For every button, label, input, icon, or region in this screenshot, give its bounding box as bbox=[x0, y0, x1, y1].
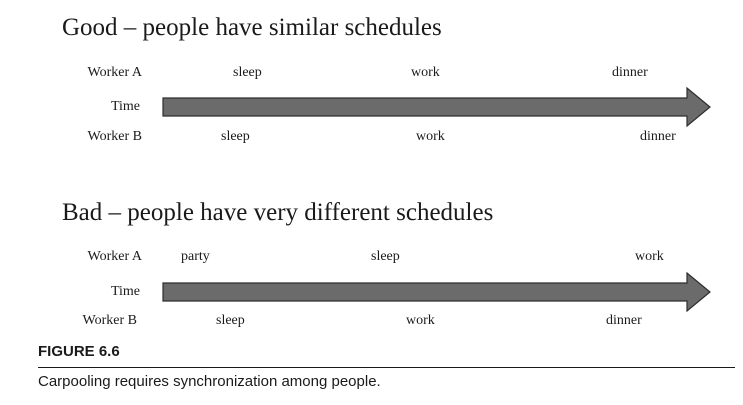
good-worker-b-activity-3: dinner bbox=[640, 129, 676, 144]
good-worker-a-activity-3: dinner bbox=[612, 65, 648, 80]
bad-worker-b-label: Worker B bbox=[82, 313, 137, 328]
good-worker-a-activity-2: work bbox=[411, 65, 440, 80]
good-worker-b-activity-2: work bbox=[416, 129, 445, 144]
bad-worker-a-activity-1: party bbox=[181, 249, 210, 264]
good-worker-b-label: Worker B bbox=[87, 129, 142, 144]
bad-worker-a-activity-3: work bbox=[635, 249, 664, 264]
good-worker-a-label: Worker A bbox=[87, 65, 142, 80]
figure-caption: Carpooling requires synchronization amon… bbox=[38, 373, 381, 390]
caption-divider bbox=[38, 367, 735, 368]
bad-time-arrow bbox=[162, 272, 711, 312]
bad-worker-a-label: Worker A bbox=[87, 249, 142, 264]
bad-time-label: Time bbox=[110, 284, 140, 299]
bad-worker-b-activity-1: sleep bbox=[216, 313, 245, 328]
figure-label: FIGURE 6.6 bbox=[38, 343, 120, 360]
good-worker-a-activity-1: sleep bbox=[233, 65, 262, 80]
bad-worker-b-activity-3: dinner bbox=[606, 313, 642, 328]
good-time-arrow bbox=[162, 87, 711, 127]
good-time-label: Time bbox=[110, 99, 140, 114]
bad-worker-b-activity-2: work bbox=[406, 313, 435, 328]
good-section-title: Good – people have similar schedules bbox=[62, 14, 442, 41]
bad-section-title: Bad – people have very different schedul… bbox=[62, 199, 494, 226]
good-worker-b-activity-1: sleep bbox=[221, 129, 250, 144]
bad-worker-a-activity-2: sleep bbox=[371, 249, 400, 264]
